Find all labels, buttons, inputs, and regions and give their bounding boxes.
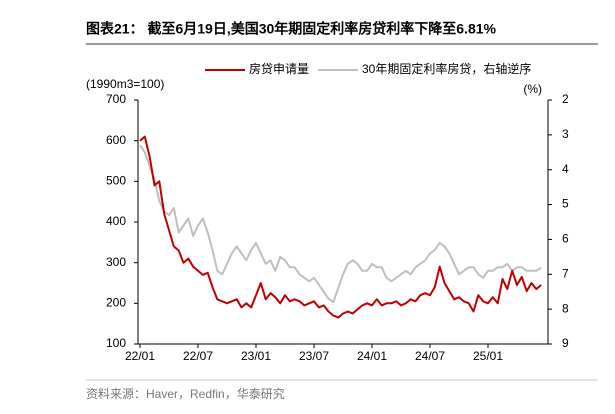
y-tick-label: 600 — [106, 133, 126, 147]
y2-tick-label: 4 — [562, 162, 569, 176]
x-tick-label: 24/07 — [415, 349, 445, 363]
y2-tick-label: 9 — [562, 336, 569, 350]
y2-tick-label: 2 — [562, 92, 569, 106]
y-tick-label: 100 — [106, 336, 126, 350]
x-tick-label: 24/01 — [357, 349, 387, 363]
y-tick-label: 400 — [106, 214, 126, 228]
series-line — [139, 135, 542, 319]
x-tick-label: 22/07 — [183, 349, 213, 363]
y2-tick-label: 7 — [562, 266, 569, 280]
x-tick-label: 25/01 — [473, 349, 503, 363]
y-tick-label: 700 — [106, 92, 126, 106]
x-tick-label: 23/01 — [241, 349, 271, 363]
chart-title: 图表21： 截至6月19日,美国30年期固定利率房贷利率下降至6.81% — [86, 21, 497, 37]
y2-tick-label: 6 — [562, 232, 569, 246]
series-line — [139, 144, 542, 304]
y-tick-label: 500 — [106, 174, 126, 188]
y2-tick-label: 5 — [562, 197, 569, 211]
y2-axis-label: (%) — [523, 82, 542, 96]
y-tick-label: 300 — [106, 255, 126, 269]
y-tick-label: 200 — [106, 296, 126, 310]
y-axis-label: (1990m3=100) — [86, 77, 164, 91]
x-tick-label: 23/07 — [299, 349, 329, 363]
x-tick-label: 22/01 — [125, 349, 155, 363]
legend-label: 房贷申请量 — [249, 61, 309, 76]
y2-tick-label: 8 — [562, 301, 569, 315]
legend-label: 30年期固定利率房贷，右轴逆序 — [362, 61, 531, 76]
y2-tick-label: 3 — [562, 127, 569, 141]
source-note: 资料来源：Haver，Redfin，华泰研究 — [86, 386, 285, 401]
